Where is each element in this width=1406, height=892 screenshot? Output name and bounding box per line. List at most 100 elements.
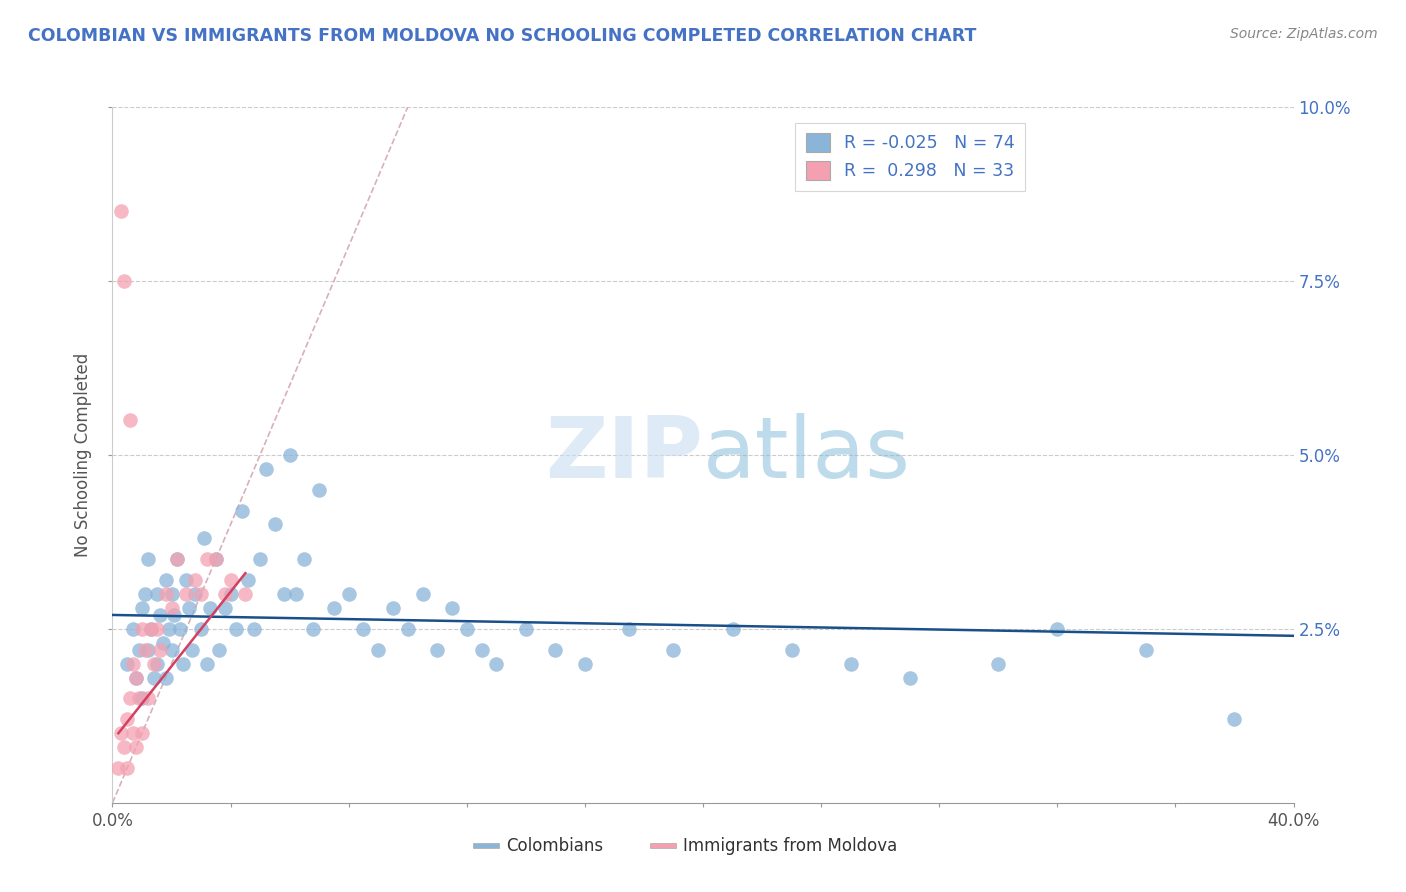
- Point: [284, 587, 307, 601]
- Point: [166, 552, 188, 566]
- Point: [254, 462, 277, 476]
- Point: [117, 657, 138, 671]
- Point: [120, 691, 142, 706]
- Point: [155, 587, 177, 601]
- Point: [146, 657, 169, 671]
- Point: [160, 587, 183, 601]
- Point: [131, 601, 153, 615]
- Point: [136, 642, 159, 657]
- Point: [139, 622, 162, 636]
- Point: [149, 607, 172, 622]
- Point: [134, 587, 156, 601]
- Point: [780, 642, 803, 657]
- Point: [136, 691, 159, 706]
- Point: [125, 671, 148, 685]
- Point: [136, 552, 159, 566]
- Point: [120, 413, 142, 427]
- Point: [308, 483, 330, 497]
- Point: [195, 657, 218, 671]
- Point: [302, 622, 325, 636]
- Point: [160, 642, 183, 657]
- Point: [184, 587, 207, 601]
- Point: [184, 573, 207, 587]
- Point: [128, 642, 150, 657]
- Point: [122, 657, 145, 671]
- Point: [264, 517, 287, 532]
- Text: Source: ZipAtlas.com: Source: ZipAtlas.com: [1230, 27, 1378, 41]
- Point: [273, 587, 295, 601]
- Point: [122, 622, 145, 636]
- Point: [157, 622, 180, 636]
- Point: [292, 552, 315, 566]
- Point: [470, 642, 494, 657]
- Y-axis label: No Schooling Completed: No Schooling Completed: [75, 353, 93, 557]
- Point: [382, 601, 405, 615]
- Point: [142, 657, 165, 671]
- Bar: [650, 843, 676, 848]
- Point: [1046, 622, 1069, 636]
- Point: [337, 587, 360, 601]
- Point: [367, 642, 389, 657]
- Legend: R = -0.025   N = 74, R =  0.298   N = 33: R = -0.025 N = 74, R = 0.298 N = 33: [796, 123, 1025, 191]
- Point: [456, 622, 478, 636]
- Point: [205, 552, 228, 566]
- Text: COLOMBIAN VS IMMIGRANTS FROM MOLDOVA NO SCHOOLING COMPLETED CORRELATION CHART: COLOMBIAN VS IMMIGRANTS FROM MOLDOVA NO …: [28, 27, 977, 45]
- Point: [231, 503, 253, 517]
- Point: [190, 587, 212, 601]
- Point: [142, 671, 165, 685]
- Point: [193, 532, 215, 546]
- Point: [146, 622, 169, 636]
- Point: [195, 552, 218, 566]
- Point: [181, 642, 204, 657]
- Point: [146, 587, 169, 601]
- Point: [131, 691, 153, 706]
- Point: [214, 601, 236, 615]
- Point: [426, 642, 449, 657]
- Point: [1223, 712, 1246, 726]
- Point: [117, 712, 138, 726]
- Point: [179, 601, 201, 615]
- Text: Colombians: Colombians: [506, 837, 603, 855]
- Point: [174, 573, 197, 587]
- Point: [131, 726, 153, 740]
- Point: [155, 573, 177, 587]
- Point: [112, 740, 135, 755]
- Point: [238, 573, 260, 587]
- Bar: [472, 843, 499, 848]
- Point: [163, 607, 186, 622]
- Point: [278, 448, 301, 462]
- Point: [160, 601, 183, 615]
- Point: [214, 587, 236, 601]
- Point: [208, 642, 231, 657]
- Point: [125, 671, 148, 685]
- Point: [225, 622, 247, 636]
- Point: [396, 622, 419, 636]
- Point: [249, 552, 271, 566]
- Point: [122, 726, 145, 740]
- Point: [117, 761, 138, 775]
- Point: [172, 657, 194, 671]
- Point: [155, 671, 177, 685]
- Point: [243, 622, 266, 636]
- Text: atlas: atlas: [703, 413, 911, 497]
- Point: [544, 642, 567, 657]
- Point: [619, 622, 641, 636]
- Text: Immigrants from Moldova: Immigrants from Moldova: [683, 837, 897, 855]
- Point: [352, 622, 374, 636]
- Point: [485, 657, 508, 671]
- Point: [898, 671, 921, 685]
- Point: [721, 622, 744, 636]
- Point: [515, 622, 537, 636]
- Point: [128, 691, 150, 706]
- Point: [987, 657, 1010, 671]
- Point: [169, 622, 191, 636]
- Point: [112, 274, 135, 288]
- Text: ZIP: ZIP: [546, 413, 703, 497]
- Point: [198, 601, 221, 615]
- Point: [152, 636, 174, 650]
- Point: [205, 552, 228, 566]
- Point: [233, 587, 256, 601]
- Point: [219, 587, 242, 601]
- Point: [411, 587, 433, 601]
- Point: [149, 642, 172, 657]
